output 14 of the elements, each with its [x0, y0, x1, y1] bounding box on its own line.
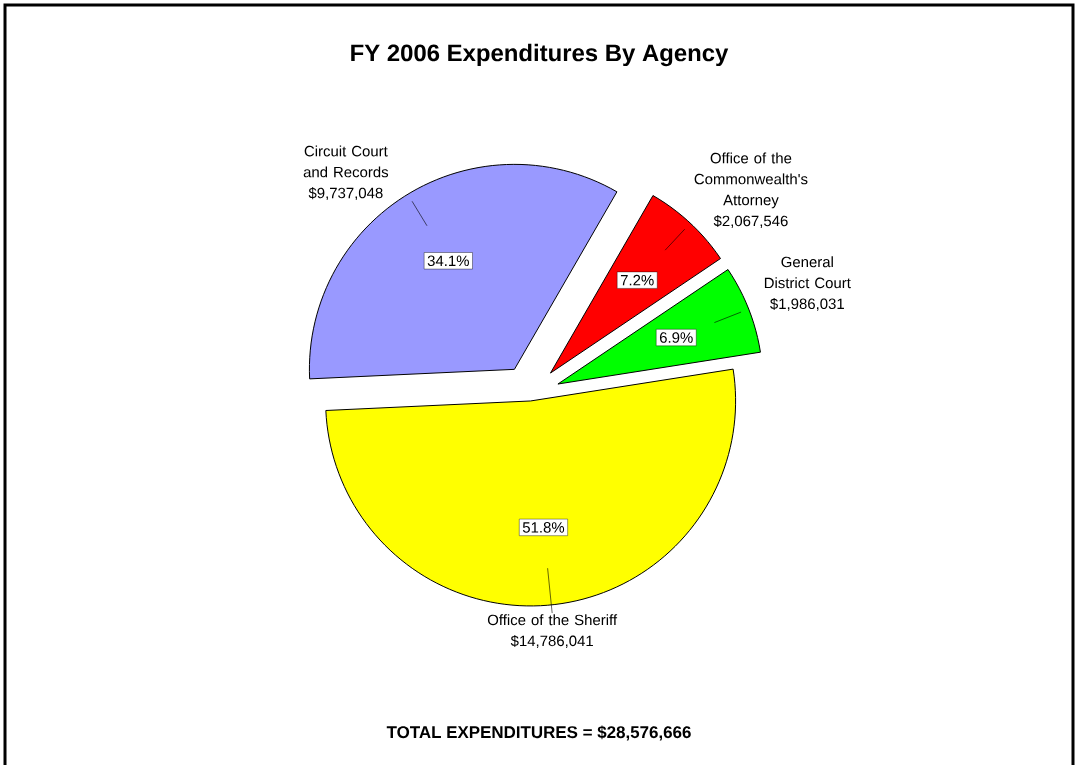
data-label: $1,986,031: [770, 297, 844, 311]
text: 34.1%: [427, 255, 469, 267]
slice-label: Office of the Commonwealth's Attorney: [694, 152, 808, 209]
chart-title: FY 2006 Expenditures By Agency: [351, 43, 729, 67]
data-label: $2,067,546: [713, 215, 788, 228]
text: 7.2%: [620, 274, 654, 286]
text: 51.8%: [522, 522, 565, 533]
slice-label: General District Court: [764, 256, 851, 289]
text: 6.9%: [659, 332, 693, 343]
data-label: $14,786,041: [510, 634, 593, 648]
data-label: $9,737,048: [308, 187, 383, 201]
text: TOTAL EXPENDITURES = $28,576,666: [386, 725, 691, 741]
slice-label: Circuit Court and Records: [303, 145, 389, 178]
slice-label: Office of the Sheriff: [487, 614, 618, 626]
